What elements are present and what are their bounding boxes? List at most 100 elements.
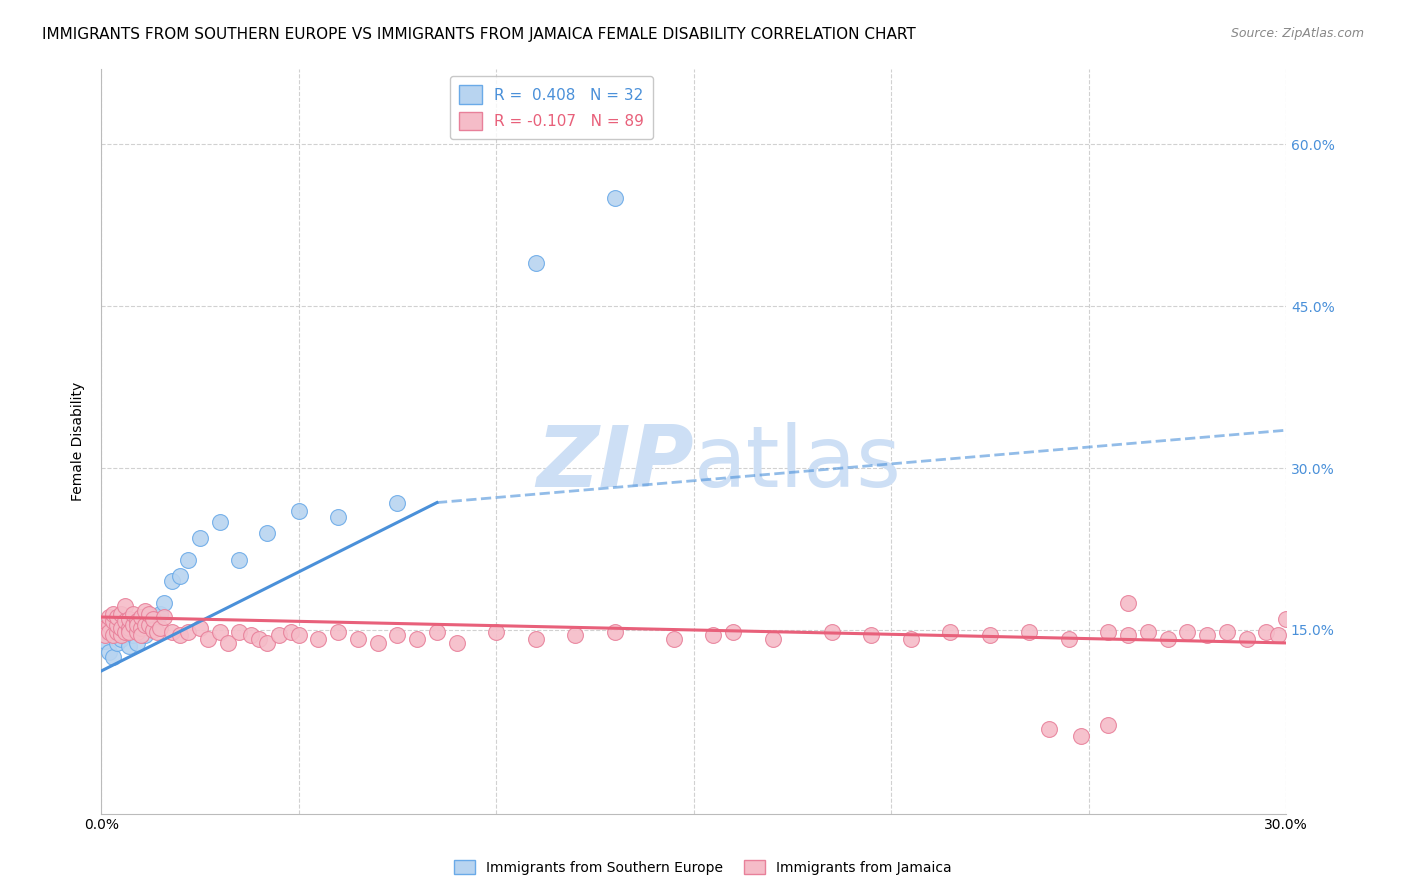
Point: [110, 623, 132, 637]
Point: [105, 625, 128, 640]
Point: [900, 632, 922, 646]
Point: [1097, 718, 1119, 732]
Point: [162, 625, 184, 640]
Point: [138, 617, 160, 632]
Point: [169, 628, 191, 642]
Point: [387, 628, 409, 642]
Point: [121, 628, 143, 642]
Point: [1236, 632, 1258, 646]
Point: [138, 607, 160, 621]
Point: [145, 610, 167, 624]
Point: [267, 628, 290, 642]
Point: [1116, 628, 1139, 642]
Point: [217, 636, 239, 650]
Point: [153, 610, 176, 624]
Point: [387, 495, 409, 509]
Point: [125, 615, 148, 629]
Point: [280, 625, 302, 640]
Point: [134, 603, 156, 617]
Point: [98, 644, 121, 658]
Point: [197, 632, 219, 646]
Legend: R =  0.408   N = 32, R = -0.107   N = 89: R = 0.408 N = 32, R = -0.107 N = 89: [450, 76, 654, 139]
Point: [821, 625, 844, 640]
Point: [188, 621, 211, 635]
Point: [256, 636, 278, 650]
Point: [110, 628, 132, 642]
Point: [105, 617, 128, 632]
Text: IMMIGRANTS FROM SOUTHERN EUROPE VS IMMIGRANTS FROM JAMAICA FEMALE DISABILITY COR: IMMIGRANTS FROM SOUTHERN EUROPE VS IMMIG…: [42, 27, 915, 42]
Point: [105, 625, 128, 640]
Point: [524, 256, 547, 270]
Point: [979, 628, 1001, 642]
Point: [1267, 628, 1289, 642]
Point: [121, 607, 143, 621]
Point: [105, 610, 128, 624]
Point: [939, 625, 962, 640]
Point: [1136, 625, 1159, 640]
Point: [426, 625, 449, 640]
Point: [101, 607, 124, 621]
Point: [98, 625, 121, 640]
Point: [125, 636, 148, 650]
Point: [188, 531, 211, 545]
Point: [153, 596, 176, 610]
Point: [98, 617, 121, 632]
Legend: Immigrants from Southern Europe, Immigrants from Jamaica: Immigrants from Southern Europe, Immigra…: [449, 855, 957, 880]
Point: [564, 628, 586, 642]
Point: [101, 615, 124, 629]
Point: [721, 625, 744, 640]
Point: [121, 617, 143, 632]
Point: [1116, 596, 1139, 610]
Point: [129, 610, 152, 624]
Point: [702, 628, 724, 642]
Point: [134, 628, 156, 642]
Point: [118, 612, 141, 626]
Point: [307, 632, 329, 646]
Point: [114, 628, 136, 642]
Point: [1256, 625, 1278, 640]
Point: [145, 625, 167, 640]
Point: [1057, 632, 1080, 646]
Point: [98, 610, 121, 624]
Point: [762, 632, 785, 646]
Point: [1216, 625, 1239, 640]
Point: [603, 191, 626, 205]
Point: [1097, 625, 1119, 640]
Point: [114, 599, 136, 614]
Point: [177, 625, 200, 640]
Point: [485, 625, 508, 640]
Point: [1018, 625, 1040, 640]
Point: [228, 625, 250, 640]
Text: Source: ZipAtlas.com: Source: ZipAtlas.com: [1230, 27, 1364, 40]
Point: [287, 628, 309, 642]
Point: [149, 607, 172, 621]
Point: [142, 623, 165, 637]
Point: [138, 617, 160, 632]
Point: [208, 625, 231, 640]
Point: [110, 607, 132, 621]
Point: [1175, 625, 1198, 640]
Point: [134, 617, 156, 632]
Point: [149, 621, 172, 635]
Y-axis label: Female Disability: Female Disability: [72, 382, 86, 500]
Point: [240, 628, 263, 642]
Point: [114, 625, 136, 640]
Point: [129, 623, 152, 637]
Text: ZIP: ZIP: [536, 422, 693, 505]
Point: [118, 621, 141, 635]
Point: [328, 625, 350, 640]
Point: [94, 628, 117, 642]
Point: [177, 553, 200, 567]
Point: [129, 628, 152, 642]
Point: [524, 632, 547, 646]
Point: [98, 623, 121, 637]
Point: [101, 628, 124, 642]
Point: [125, 617, 148, 632]
Point: [603, 625, 626, 640]
Point: [129, 621, 152, 635]
Point: [328, 509, 350, 524]
Point: [1038, 723, 1060, 737]
Point: [446, 636, 468, 650]
Point: [1156, 632, 1178, 646]
Point: [347, 632, 370, 646]
